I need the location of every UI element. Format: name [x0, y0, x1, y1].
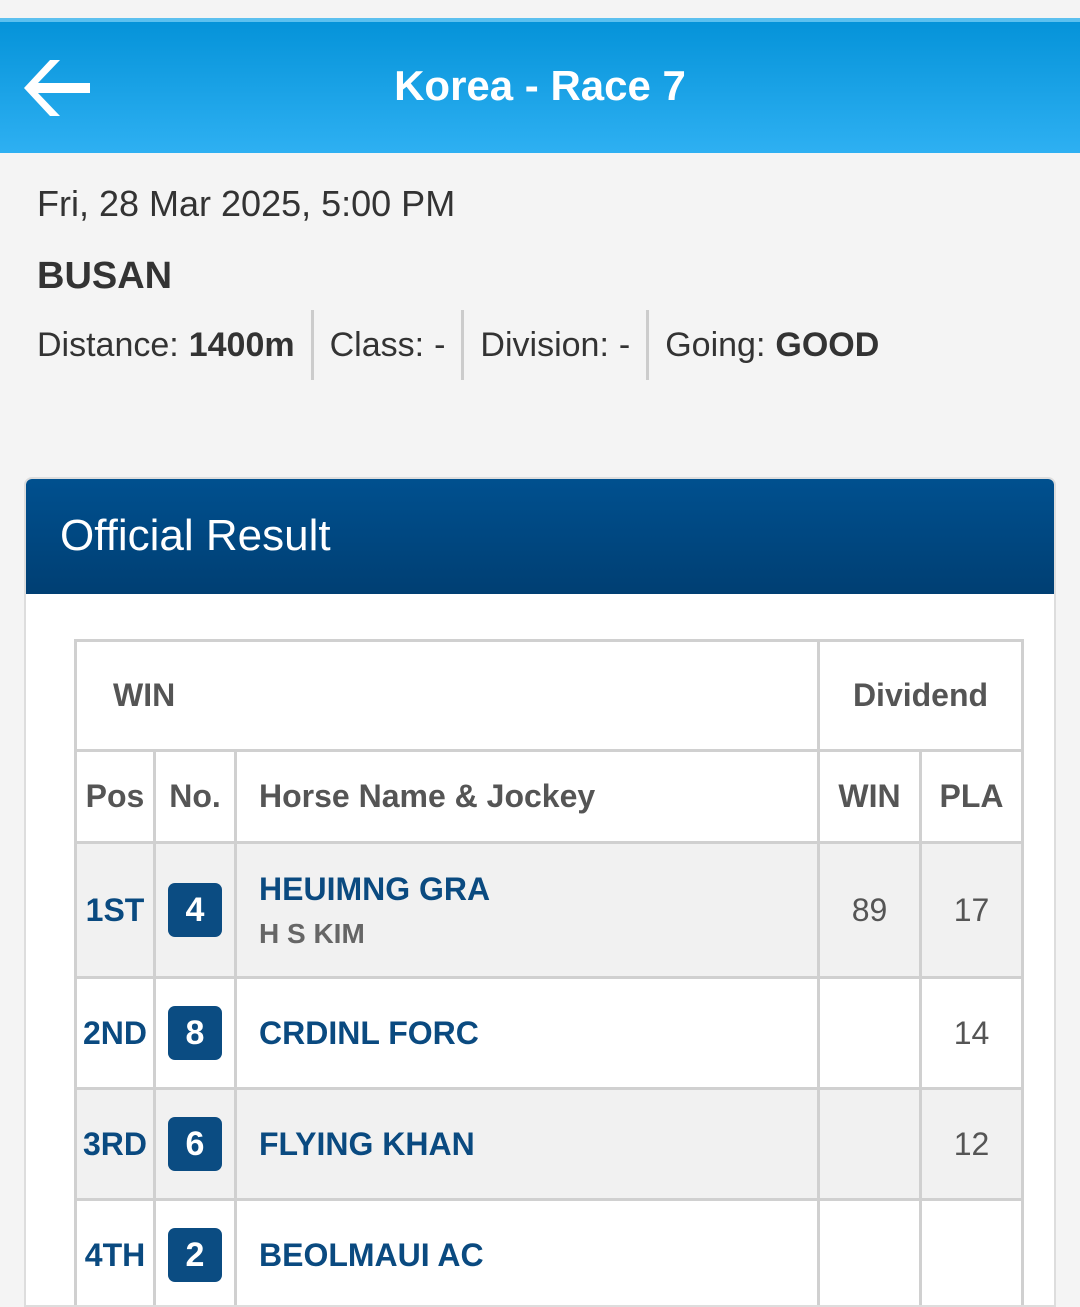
- position: 1ST: [76, 843, 155, 978]
- pla-dividend: [921, 1200, 1023, 1307]
- horse-number-badge: 6: [168, 1117, 222, 1171]
- position: 4TH: [76, 1200, 155, 1307]
- meta-value: 1400m: [189, 326, 295, 365]
- dividend-header: Dividend: [819, 641, 1023, 751]
- win-dividend: [819, 1089, 921, 1200]
- position: 2ND: [76, 978, 155, 1089]
- col-pos: Pos: [76, 751, 155, 843]
- horse-number-badge: 8: [168, 1006, 222, 1060]
- col-win: WIN: [819, 751, 921, 843]
- horse-name[interactable]: BEOLMAUI AC: [236, 1200, 819, 1307]
- card-title: Official Result: [26, 479, 1054, 594]
- meta-label: Distance:: [37, 326, 179, 365]
- pla-dividend: 17: [921, 843, 1023, 978]
- horse-name[interactable]: CRDINL FORC: [236, 978, 819, 1089]
- meta-value: -: [434, 326, 445, 365]
- pla-dividend: 12: [921, 1089, 1023, 1200]
- race-meta: Distance:1400m Class:- Division:- Going:…: [37, 310, 895, 380]
- race-datetime: Fri, 28 Mar 2025, 5:00 PM: [37, 183, 455, 225]
- meta-value: -: [619, 326, 630, 365]
- win-dividend: [819, 1200, 921, 1307]
- horse-name[interactable]: HEUIMNG GRA: [259, 871, 817, 908]
- table-row[interactable]: 2ND 8 CRDINL FORC 14: [76, 978, 1023, 1089]
- horse-name[interactable]: FLYING KHAN: [236, 1089, 819, 1200]
- jockey-name: H S KIM: [259, 918, 817, 950]
- app-header: Korea - Race 7: [0, 18, 1080, 153]
- win-dividend: [819, 978, 921, 1089]
- meta-going: Going: GOOD: [646, 310, 895, 380]
- win-dividend: 89: [819, 843, 921, 978]
- meta-label: Going:: [665, 326, 765, 365]
- page-title: Korea - Race 7: [0, 62, 1080, 110]
- meta-class: Class:-: [311, 310, 462, 380]
- race-venue: BUSAN: [37, 255, 172, 298]
- table-row[interactable]: 4TH 2 BEOLMAUI AC: [76, 1200, 1023, 1307]
- pla-dividend: 14: [921, 978, 1023, 1089]
- col-horse: Horse Name & Jockey: [236, 751, 819, 843]
- table-row[interactable]: 1ST 4 HEUIMNG GRA H S KIM 89 17: [76, 843, 1023, 978]
- win-group-header: WIN: [76, 641, 819, 751]
- horse-number-badge: 2: [168, 1228, 222, 1282]
- position: 3RD: [76, 1089, 155, 1200]
- meta-label: Division:: [480, 326, 608, 365]
- meta-distance: Distance: 1400m: [37, 310, 311, 380]
- horse-number-badge: 4: [168, 883, 222, 937]
- col-no: No.: [155, 751, 236, 843]
- meta-label: Class:: [330, 326, 424, 365]
- col-pla: PLA: [921, 751, 1023, 843]
- table-row[interactable]: 3RD 6 FLYING KHAN 12: [76, 1089, 1023, 1200]
- meta-division: Division:-: [461, 310, 646, 380]
- meta-value: GOOD: [775, 326, 879, 365]
- result-table: WIN Dividend Pos No. Horse Name & Jockey…: [74, 639, 1024, 1307]
- official-result-card: Official Result WIN Dividend Pos No. Hor…: [24, 477, 1056, 1307]
